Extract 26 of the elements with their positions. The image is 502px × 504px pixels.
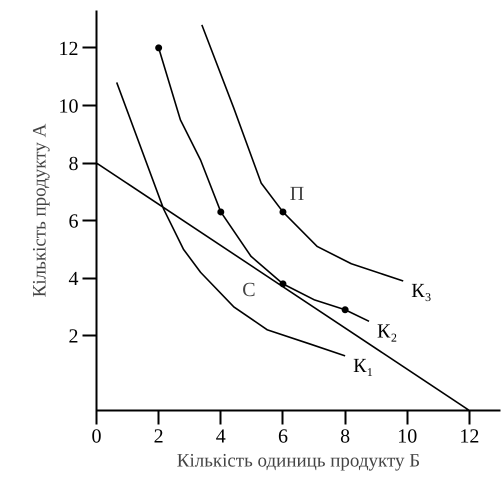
annotation: П bbox=[290, 182, 304, 205]
series-label: К₃ bbox=[411, 280, 432, 302]
y-tick-label: 12 bbox=[58, 38, 78, 60]
x-tick-label: 4 bbox=[216, 426, 226, 448]
y-tick-label: 4 bbox=[68, 268, 78, 290]
y-tick-label: 6 bbox=[68, 210, 78, 233]
y-axis-title: Кількість продукту А bbox=[30, 123, 50, 298]
y-tick-label: 8 bbox=[68, 153, 78, 176]
y-tick-label: 2 bbox=[68, 326, 78, 348]
series-label: К₁ bbox=[353, 354, 374, 377]
point bbox=[279, 280, 286, 288]
point bbox=[217, 208, 224, 216]
x-tick-label: 6 bbox=[278, 426, 288, 448]
series-label: К₂ bbox=[377, 320, 398, 342]
x-tick-label: 0 bbox=[92, 426, 102, 448]
x-tick-label: 2 bbox=[154, 426, 164, 448]
point bbox=[342, 306, 349, 314]
annotation: С bbox=[242, 278, 256, 301]
x-tick-label: 12 bbox=[459, 426, 480, 448]
x-tick-label: 8 bbox=[340, 426, 350, 448]
line-series bbox=[201, 24, 404, 282]
point bbox=[155, 44, 162, 52]
y-tick-label: 10 bbox=[58, 95, 78, 118]
x-tick-label: 10 bbox=[397, 426, 418, 448]
x-axis-title: Кількість одиниць продукту Б bbox=[176, 450, 420, 472]
point bbox=[279, 208, 286, 216]
